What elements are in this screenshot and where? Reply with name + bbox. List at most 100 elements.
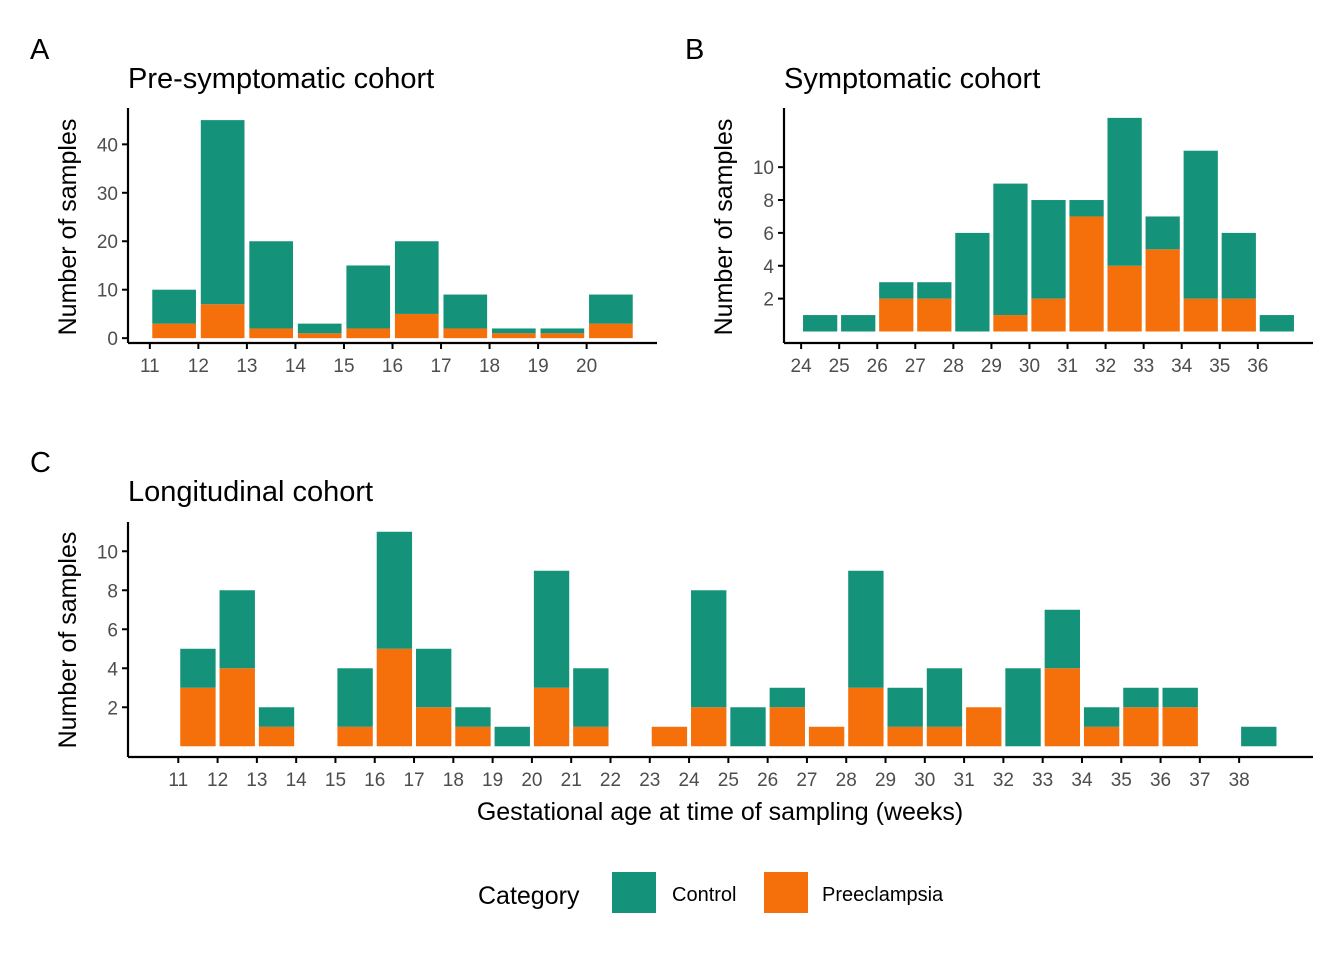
panel-c-x-tick-label: 18 [443, 770, 464, 791]
panel-c-bar-preeclampsia [848, 687, 884, 747]
panel-c-x-tick-label: 16 [364, 770, 385, 791]
panel-c-x-tick-label: 35 [1111, 770, 1132, 791]
panel-a-x-tick-label: 13 [236, 356, 257, 377]
panel-a-bar-control [249, 241, 294, 329]
panel-a-y-tick-label: 30 [97, 184, 118, 205]
panel-c-x-tick-label: 38 [1229, 770, 1250, 791]
panel-b-bar-preeclampsia [1183, 298, 1218, 332]
panel-a-x-tick-label: 11 [140, 356, 160, 377]
legend-swatch-control [612, 872, 656, 913]
panel-c-bar-preeclampsia [258, 726, 295, 747]
panel-a-x-tick-label: 19 [528, 356, 549, 377]
panel-a-bar-control [540, 328, 585, 334]
panel-c-bar-preeclampsia [376, 648, 413, 747]
panel-c-y-tick-label: 8 [107, 581, 118, 602]
panel-b-y-tick-label: 8 [763, 191, 774, 212]
panel-a-y-tick-label: 40 [97, 135, 118, 156]
panel-a-x-tick-label: 16 [382, 356, 403, 377]
panel-c-x-tick-label: 19 [482, 770, 503, 791]
panel-a-bar-control [491, 328, 536, 334]
panel-c-bar-control [1241, 726, 1277, 747]
panel-c-xlabel: Gestational age at time of sampling (wee… [477, 798, 963, 826]
panel-a-y-tick-label: 0 [107, 329, 118, 350]
panel-a-title: Pre-symptomatic cohort [128, 63, 434, 95]
panel-b-ylabel: Number of samples [710, 119, 738, 336]
panel-c-x-tick-label: 15 [325, 770, 346, 791]
panel-c-bar-control [769, 687, 805, 708]
panel-c-bar-preeclampsia [455, 726, 491, 747]
panel-b-bar-control [993, 183, 1028, 316]
panel-a-bar-control [200, 120, 245, 305]
panel-c-y-tick-label: 6 [107, 620, 118, 641]
panel-b-x-tick-label: 24 [791, 356, 813, 377]
panel-b-y-tick-label: 10 [753, 158, 774, 179]
panel-c-bar-preeclampsia [769, 707, 805, 747]
panel-a-bar-control [394, 241, 439, 314]
panel-a-bar-preeclampsia [540, 333, 585, 339]
panel-c-x-tick-label: 21 [561, 770, 582, 791]
panel-b-bar-control [1183, 150, 1218, 299]
legend-swatch-preeclampsia [764, 872, 808, 913]
panel-b-x-tick-label: 36 [1247, 356, 1268, 377]
panel-c-y-tick-label: 10 [97, 542, 118, 563]
panel-b-bar-preeclampsia [1031, 298, 1066, 332]
panel-a-bar-preeclampsia [491, 333, 536, 339]
panel-a-bar-control [297, 323, 342, 334]
panel-a-bar-preeclampsia [394, 313, 439, 339]
panel-b-y-tick-label: 4 [763, 257, 774, 278]
panel-a-x-tick-label: 15 [333, 356, 354, 377]
panel-a-bar-control [152, 289, 196, 324]
panel-c-bar-control [1162, 687, 1198, 708]
panel-a: A Pre-symptomatic cohort Number of sampl… [30, 34, 657, 377]
panel-b-bar-control [803, 315, 838, 332]
panel-c-x-tick-label: 36 [1150, 770, 1171, 791]
panel-c-bar-preeclampsia [1162, 707, 1198, 747]
panel-b-tag: B [685, 34, 704, 66]
panel-c-x-tick-label: 26 [757, 770, 778, 791]
panel-a-x-tick-label: 12 [188, 356, 209, 377]
panel-a-plot-area: 0 10 20 30 40 11 12 13 14 15 16 17 18 19 20 [97, 108, 657, 377]
panel-a-x-tick-label: 20 [576, 356, 597, 377]
panel-c-bar-preeclampsia [573, 726, 609, 747]
panel-c-bar-control [691, 590, 727, 708]
panel-c-bar-control [494, 726, 530, 747]
panel-a-ylabel: Number of samples [54, 119, 82, 336]
panel-c-bar-preeclampsia [926, 726, 963, 747]
panel-c-bar-control [415, 648, 452, 708]
panel-c-bar-preeclampsia [219, 668, 255, 747]
panel-b-bar-control [1221, 232, 1256, 299]
panel-c-bar-preeclampsia [1123, 707, 1159, 747]
panel-c-bar-preeclampsia [887, 726, 923, 747]
panel-c-y-tick-label: 2 [107, 698, 118, 719]
panel-c-ylabel: Number of samples [54, 532, 82, 749]
panel-b-x-tick-label: 33 [1133, 356, 1154, 377]
panel-a-x-tick-label: 14 [285, 356, 307, 377]
panel-b-x-tick-label: 35 [1209, 356, 1230, 377]
panel-b-bar-preeclampsia [879, 298, 914, 332]
panel-c-bar-preeclampsia [415, 707, 452, 747]
panel-c-tag: C [30, 447, 51, 479]
panel-a-x-tick-label: 17 [430, 356, 451, 377]
panel-b-bar-preeclampsia [993, 315, 1028, 332]
panel-c-bar-preeclampsia [808, 726, 845, 747]
panel-c-x-tick-label: 28 [836, 770, 857, 791]
panel-a-y-tick-label: 20 [97, 232, 118, 253]
panel-a-bar-preeclampsia [249, 328, 294, 339]
panel-c-x-tick-label: 25 [718, 770, 739, 791]
panel-a-x-tick-label: 18 [479, 356, 500, 377]
panel-b-bar-preeclampsia [1145, 249, 1180, 332]
panel-c-bar-control [180, 648, 216, 688]
panel-c-bar-preeclampsia [337, 726, 373, 747]
panel-c-bar-control [455, 707, 491, 727]
panel-c-bar-control [926, 668, 963, 727]
panel-c-bar-preeclampsia [651, 726, 688, 747]
panel-c-bar-control [887, 687, 923, 727]
panel-c-bar-preeclampsia [691, 707, 727, 747]
panel-c-bar-preeclampsia [1044, 668, 1081, 747]
panel-c-x-tick-label: 14 [286, 770, 308, 791]
panel-c-bar-control [219, 590, 255, 669]
panel-a-bar-preeclampsia [443, 328, 488, 339]
panel-b-x-tick-label: 26 [867, 356, 888, 377]
